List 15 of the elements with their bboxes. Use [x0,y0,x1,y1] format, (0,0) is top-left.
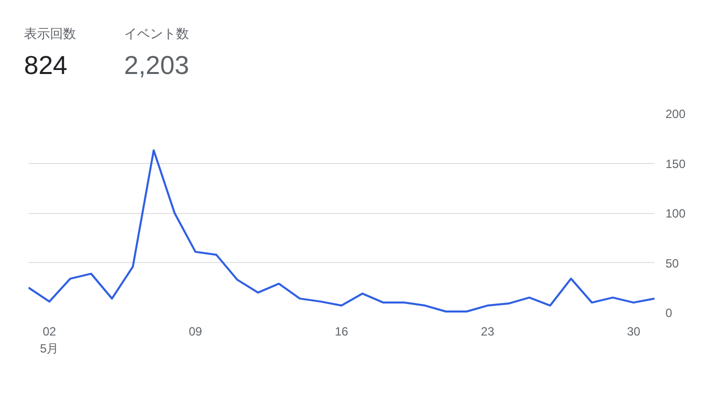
text: イベント数 [124,26,190,44]
y-tick-label: 0 [666,306,672,320]
text: 表示回数 [24,26,76,44]
x-tick-label: 16 [334,324,348,338]
x-tick-label: 23 [480,324,495,338]
line-series [28,149,654,312]
x-tick-label: 02 5月 [40,324,59,356]
x-tick-label: 30 [626,324,641,338]
text: 824 [24,48,68,82]
x-tick-label: 09 [188,324,202,338]
y-tick-label: 200 [666,107,686,121]
y-tick-label: 100 [666,206,686,220]
text: 2,203 [124,48,190,82]
y-tick-label: 150 [666,156,686,171]
y-tick-label: 50 [666,256,680,270]
